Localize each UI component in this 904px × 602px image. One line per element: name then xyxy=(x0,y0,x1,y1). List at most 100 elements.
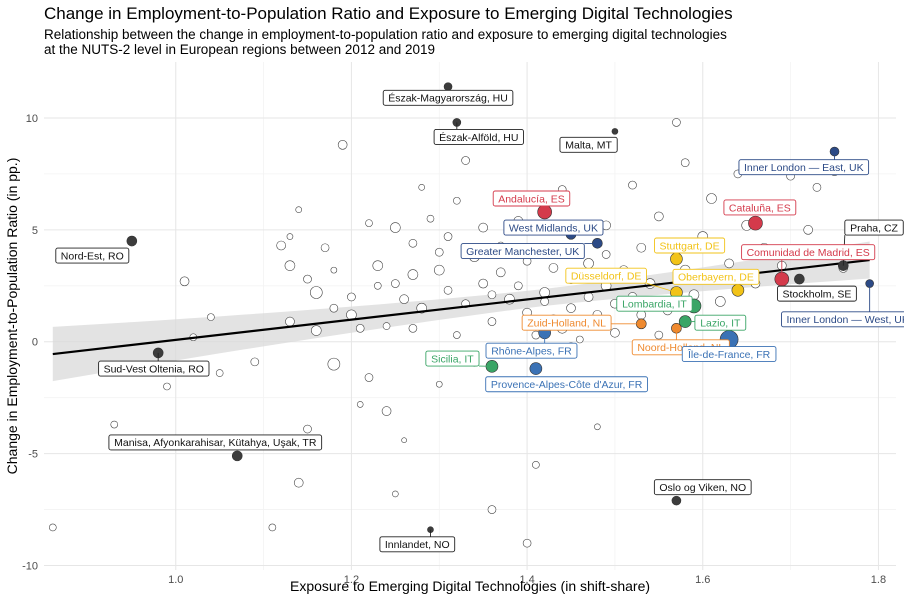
point-label-text: Düsseldorf, DE xyxy=(571,271,642,283)
data-point xyxy=(320,243,330,253)
data-point xyxy=(453,196,461,205)
point-label: Sud-Vest Oltenia, RO xyxy=(98,352,210,377)
label-box xyxy=(681,346,777,362)
point-labels: Észak-Magyarország, HU Észak-Alföld, HU Ma… xyxy=(55,89,904,553)
x-tick-label: 1.2 xyxy=(344,574,359,586)
highlighted-point xyxy=(537,204,552,220)
point-label-text: Észak-Alföld, HU xyxy=(439,131,518,144)
point-label: Comunidad de Madrid, ES xyxy=(741,244,876,280)
point-label-text: Praha, CZ xyxy=(850,222,898,234)
data-point xyxy=(408,324,418,333)
chart-subtitle-line-1: Relationship between the change in emplo… xyxy=(44,27,727,42)
point-label: Düsseldorf, DE xyxy=(565,267,677,293)
data-point xyxy=(434,247,444,257)
confidence-band xyxy=(52,241,870,382)
data-point xyxy=(382,322,391,330)
data-point xyxy=(215,369,224,377)
label-box xyxy=(492,190,571,207)
y-tick-label: 10 xyxy=(26,113,38,125)
point-label: Île-de-France, FR xyxy=(681,346,777,362)
data-point xyxy=(812,183,822,192)
y-axis-title: Change in Employment-to-Population Ratio… xyxy=(4,158,20,475)
data-point xyxy=(284,260,296,271)
highlighted-point xyxy=(670,252,683,266)
label-box xyxy=(741,244,876,261)
point-label: Provence-Alpes-Côte d'Azur, FR xyxy=(485,376,648,393)
data-point xyxy=(330,266,338,274)
highlighted-point xyxy=(443,82,453,91)
data-point xyxy=(724,258,734,269)
data-point xyxy=(487,290,497,300)
data-point xyxy=(487,317,497,326)
data-point xyxy=(179,276,190,287)
data-point xyxy=(680,158,690,168)
data-point xyxy=(583,258,594,269)
point-label: Manisa, Afyonkarahisar, Kütahya, Uşak, T… xyxy=(108,434,323,451)
chart-subtitle-line-2: at the NUTS-2 level in European regions … xyxy=(44,42,436,57)
x-axis-title: Exposure to Emerging Digital Technologie… xyxy=(290,578,650,594)
data-point xyxy=(575,335,584,344)
label-box xyxy=(98,360,210,377)
data-point xyxy=(548,263,559,273)
data-point xyxy=(654,211,664,222)
data-point xyxy=(408,238,418,248)
point-label: Malta, MT xyxy=(559,136,618,153)
label-box xyxy=(521,314,612,331)
point-label-text: Rhône-Alpes, FR xyxy=(491,345,572,357)
point-label: Cataluña, ES xyxy=(723,199,797,216)
data-point xyxy=(391,279,400,288)
label-box xyxy=(485,342,578,359)
data-point xyxy=(207,313,215,321)
y-tick-label: 0 xyxy=(32,337,38,349)
axis-ticks: 1.0 1.2 1.4 1.6 1.8 -10 -5 0 5 10 xyxy=(22,113,886,586)
label-box xyxy=(723,199,797,216)
chart-title: Change in Employment-to-Population Ratio… xyxy=(44,4,733,23)
highlighted-point xyxy=(794,273,805,285)
label-box xyxy=(777,285,857,302)
point-label-text: Manisa, Afyonkarahisar, Kütahya, Uşak, T… xyxy=(114,437,317,449)
point-label-text: Oberbayern, DE xyxy=(678,272,754,284)
point-label-text: Inner London — East, UK xyxy=(744,162,864,174)
label-box xyxy=(108,434,323,451)
label-box xyxy=(433,129,524,145)
point-label-text: Cataluña, ES xyxy=(729,202,791,214)
data-point xyxy=(487,505,497,514)
label-box xyxy=(503,219,604,236)
label-box xyxy=(844,219,904,236)
point-label: Oslo og Viken, NO xyxy=(653,479,752,496)
label-box xyxy=(55,247,130,264)
data-point xyxy=(163,382,171,391)
x-tick-label: 1.0 xyxy=(168,574,183,586)
data-point xyxy=(461,156,470,165)
y-tick-label: -10 xyxy=(22,561,38,573)
data-point xyxy=(636,310,647,320)
data-point xyxy=(401,437,407,444)
data-point xyxy=(426,214,435,223)
label-box xyxy=(694,314,747,331)
label-box xyxy=(653,479,752,496)
point-label: Rhône-Alpes, FR xyxy=(485,332,578,359)
data-point xyxy=(636,242,647,253)
label-box xyxy=(559,136,618,153)
point-label-text: Észak-Magyarország, HU xyxy=(388,92,508,105)
point-label: Inner London — East, UK xyxy=(738,151,870,176)
data-point xyxy=(390,222,401,233)
data-point xyxy=(495,267,506,278)
data-point xyxy=(303,424,312,434)
point-label-text: Île-de-France, FR xyxy=(687,348,771,361)
confidence-ribbon xyxy=(52,241,870,382)
data-point xyxy=(250,357,260,367)
label-box xyxy=(379,536,456,553)
point-label: Észak-Alföld, HU xyxy=(433,122,524,145)
x-tick-label: 1.6 xyxy=(695,574,710,586)
data-point xyxy=(293,477,304,488)
point-label: West Midlands, UK xyxy=(503,219,604,236)
y-tick-label: 5 xyxy=(32,225,38,237)
point-label: Zuid-Holland, NL xyxy=(521,314,642,331)
data-point xyxy=(453,331,461,339)
highlighted-point xyxy=(126,235,138,247)
point-label-text: Greater Manchester, UK xyxy=(466,246,579,258)
point-label-text: Zuid-Holland, NL xyxy=(527,318,606,330)
label-box xyxy=(382,89,514,106)
label-box xyxy=(460,243,585,260)
